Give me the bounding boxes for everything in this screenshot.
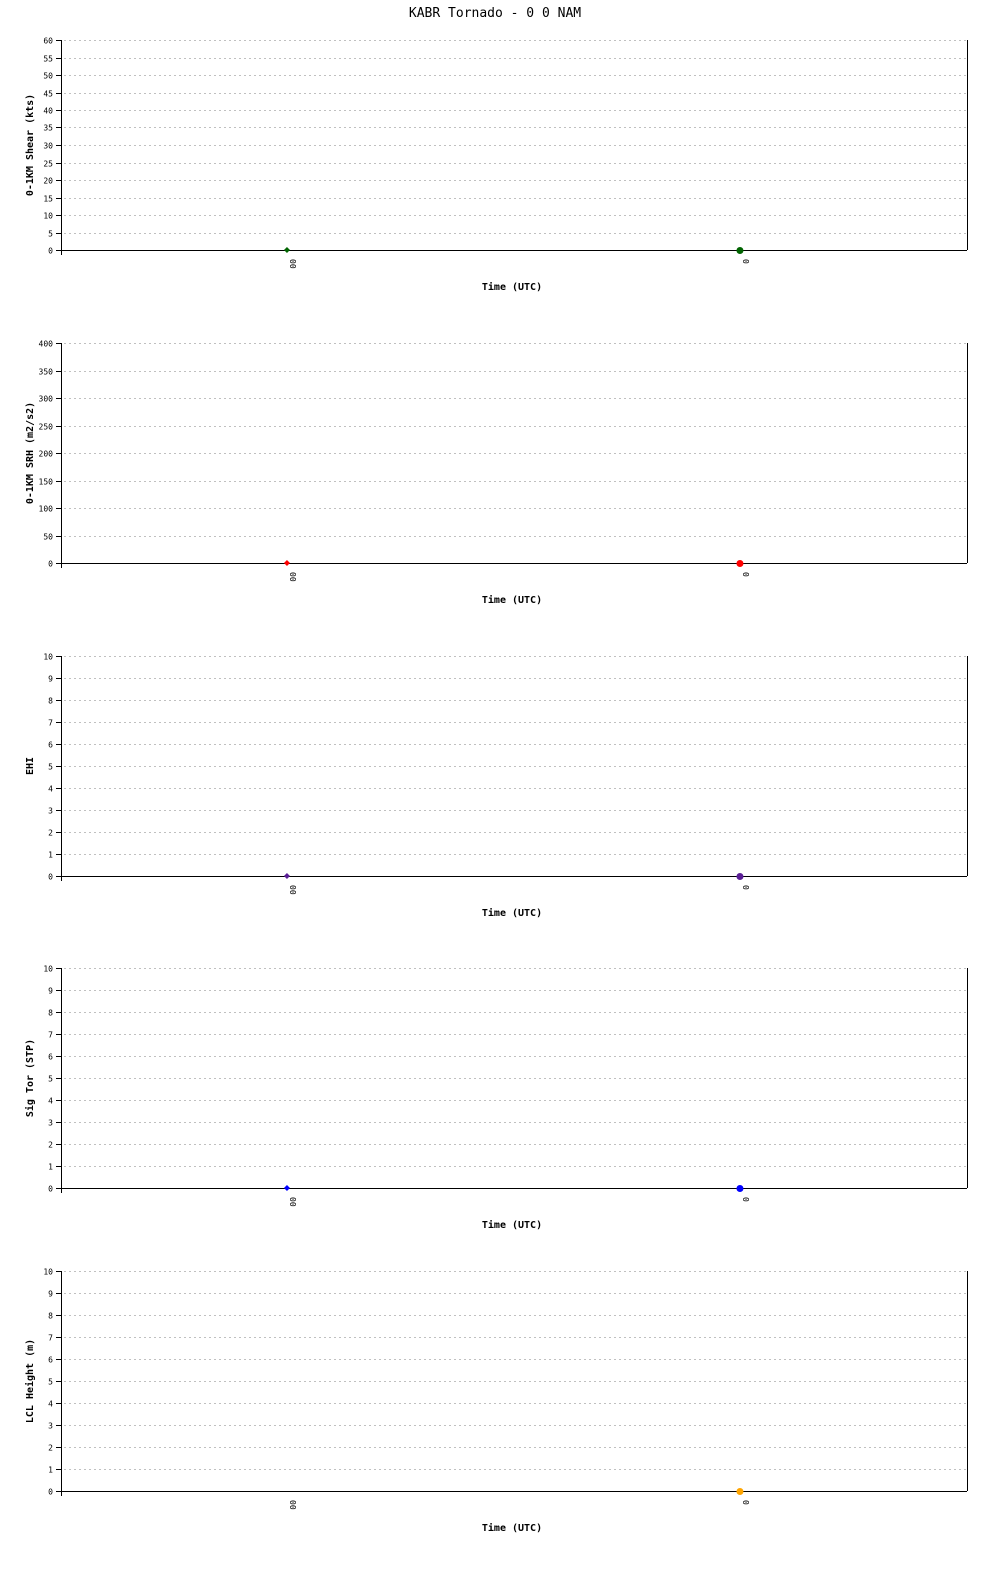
data-point [736, 873, 744, 880]
y-tick-label: 45 [43, 90, 53, 99]
x-tick-label: 0 [741, 885, 750, 890]
y-axis-label: LCL Height (m) [24, 1339, 36, 1423]
y-tick-label: 50 [43, 533, 53, 542]
data-point [283, 1185, 290, 1191]
y-tick-label: 350 [39, 368, 54, 377]
x-axis-label: Time (UTC) [482, 907, 542, 919]
y-tick-label: 20 [43, 177, 53, 186]
y-tick-label: 6 [48, 1053, 53, 1062]
y-tick-label: 400 [39, 340, 54, 349]
y-axis-label: EHI [25, 757, 36, 775]
y-tick-label: 25 [43, 160, 53, 169]
y-tick-label: 4 [48, 785, 53, 794]
data-point [283, 560, 290, 566]
x-axis-label: Time (UTC) [482, 281, 542, 293]
data-point [736, 247, 744, 254]
x-tick-label: 0 [741, 1500, 750, 1505]
y-tick-label: 5 [48, 763, 53, 772]
x-tick-label: 0 [741, 259, 750, 264]
y-tick-label: 50 [43, 72, 53, 81]
y-axis-label: 0-1KM SRH (m2/s2) [25, 402, 36, 504]
x-tick-label: 00 [288, 1197, 297, 1207]
y-tick-label: 15 [43, 195, 53, 204]
data-point [736, 1185, 744, 1192]
y-tick-label: 8 [48, 1009, 53, 1018]
x-tick-label: 00 [288, 572, 297, 582]
y-tick-label: 6 [48, 1356, 53, 1365]
y-tick-label: 7 [48, 719, 53, 728]
y-axis-label: Sig Tor (STP) [24, 1039, 36, 1117]
y-tick-label: 100 [39, 505, 54, 514]
y-tick-label: 0 [48, 873, 53, 882]
y-tick-label: 250 [39, 423, 54, 432]
y-tick-label: 1 [48, 1466, 53, 1475]
y-tick-label: 3 [48, 1119, 53, 1128]
y-tick-label: 2 [48, 1444, 53, 1453]
y-tick-label: 1 [48, 1163, 53, 1172]
y-tick-label: 6 [48, 741, 53, 750]
y-tick-label: 4 [48, 1097, 53, 1106]
x-axis-label: Time (UTC) [482, 594, 542, 606]
y-tick-label: 0 [48, 247, 53, 256]
y-tick-label: 55 [43, 55, 53, 64]
y-tick-label: 0 [48, 560, 53, 569]
y-tick-label: 1 [48, 851, 53, 860]
y-tick-label: 9 [48, 1290, 53, 1299]
y-tick-label: 7 [48, 1334, 53, 1343]
y-tick-label: 60 [43, 37, 53, 46]
y-tick-label: 9 [48, 675, 53, 684]
x-tick-label: 00 [288, 1500, 297, 1510]
y-tick-label: 5 [48, 230, 53, 239]
x-tick-label: 0 [741, 572, 750, 577]
y-tick-label: 40 [43, 107, 53, 116]
x-axis-label: Time (UTC) [482, 1522, 542, 1534]
y-tick-label: 2 [48, 1141, 53, 1150]
y-tick-label: 300 [39, 395, 54, 404]
y-tick-label: 9 [48, 987, 53, 996]
y-tick-label: 0 [48, 1488, 53, 1497]
y-tick-label: 5 [48, 1075, 53, 1084]
page-title: KABR Tornado - 0 0 NAM [409, 6, 581, 21]
y-tick-label: 10 [43, 212, 53, 221]
data-point [736, 1488, 744, 1495]
y-tick-label: 10 [43, 1268, 53, 1277]
y-tick-label: 5 [48, 1378, 53, 1387]
x-tick-label: 00 [288, 259, 297, 269]
y-tick-label: 35 [43, 124, 53, 133]
data-point [283, 247, 290, 253]
y-tick-label: 200 [39, 450, 54, 459]
y-tick-label: 10 [43, 653, 53, 662]
x-tick-label: 0 [741, 1197, 750, 1202]
chart-2: 0 50 100 150 200 250 300 350 400 0-1KM SRH (m2/s2… [25, 340, 968, 606]
y-tick-label: 150 [39, 478, 54, 487]
y-tick-label: 8 [48, 1312, 53, 1321]
y-tick-label: 8 [48, 697, 53, 706]
x-tick-label: 00 [288, 885, 297, 895]
chart-1: 0 5 10 15 20 25 30 35 40 45 50 55 60 0-1KM Shear (kts… [25, 37, 968, 293]
y-tick-label: 10 [43, 965, 53, 974]
data-point [283, 873, 290, 879]
y-tick-label: 2 [48, 829, 53, 838]
y-tick-label: 30 [43, 142, 53, 151]
y-tick-label: 0 [48, 1185, 53, 1194]
data-point [736, 560, 744, 567]
y-tick-label: 3 [48, 807, 53, 816]
y-tick-label: 4 [48, 1400, 53, 1409]
y-tick-label: 3 [48, 1422, 53, 1431]
y-tick-label: 7 [48, 1031, 53, 1040]
x-axis-label: Time (UTC) [482, 1219, 542, 1231]
y-axis-label: 0-1KM Shear (kts) [25, 94, 36, 196]
